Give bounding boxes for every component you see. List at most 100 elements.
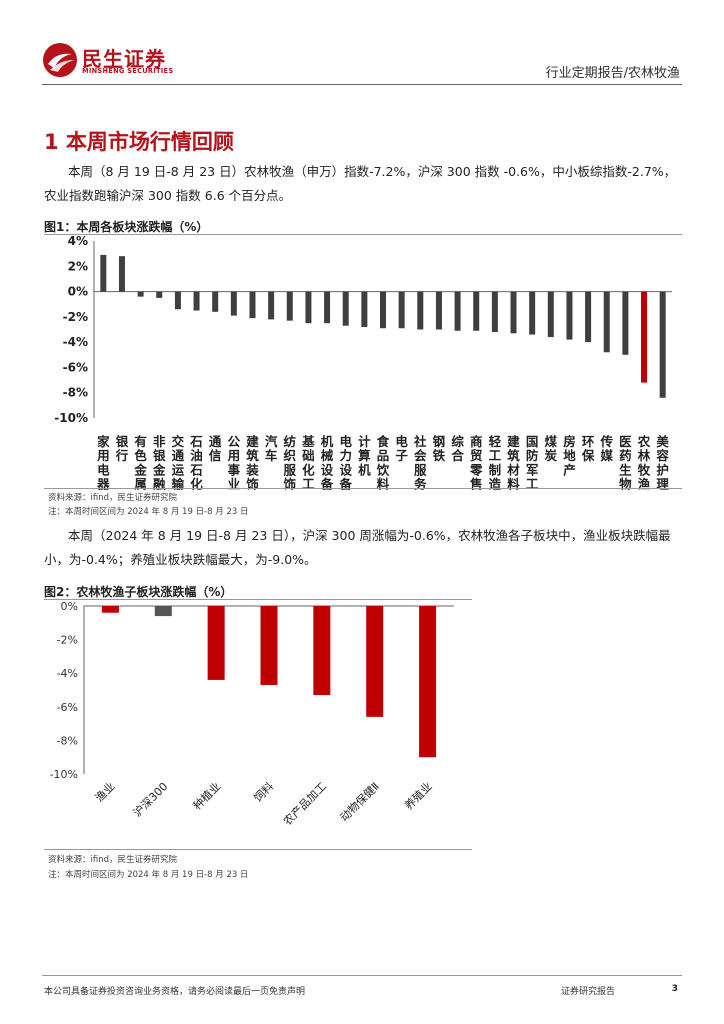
x-tick-label: 国防军工	[526, 434, 539, 490]
paragraph-subsector-summary: 本周（2024 年 8 月 19 日-8 月 23 日），沪深 300 周涨幅为…	[44, 528, 671, 567]
x-tick-label: 公用事业	[227, 434, 241, 490]
x-tick-label: 渔业	[93, 780, 118, 805]
bar	[286, 291, 293, 321]
bar	[174, 291, 181, 310]
sector-change-chart: 4% 2% 0% -2% -4% -6% -8% -10% 家用电器银行有色金属非银金融交通运输…	[54, 234, 672, 490]
x-tick-label: 建筑装饰	[245, 434, 259, 490]
x-tick-label: 汽车	[265, 434, 278, 463]
bar	[547, 291, 554, 338]
x-tick-label: 商贸零售	[469, 434, 483, 490]
x-tick-label: 美容护理	[655, 434, 669, 490]
bar	[313, 606, 331, 696]
bar	[230, 291, 237, 316]
footer-divider	[42, 975, 682, 976]
x-tick-label: 纺织服饰	[283, 434, 297, 490]
report-type: 行业定期报告/农林牧渔	[545, 66, 680, 81]
x-tick-label: 电子	[395, 434, 408, 463]
y-tick-label: -2%	[57, 634, 78, 647]
bar	[510, 291, 517, 334]
bar	[566, 291, 573, 340]
y-tick-label: -2%	[63, 310, 88, 324]
x-tick-label: 电力设备	[338, 434, 352, 490]
brand-name-en: MINSHENG SECURITIES	[82, 67, 174, 75]
bar	[380, 291, 386, 329]
bar	[491, 291, 498, 333]
x-tick-label: 种植业	[190, 779, 223, 812]
bar	[305, 291, 312, 324]
bar	[193, 291, 200, 311]
x-tick-label: 非银金融	[152, 434, 166, 490]
x-tick-label: 传媒	[599, 434, 613, 463]
bar	[137, 291, 144, 297]
x-tick-label: 计算机	[358, 434, 371, 477]
y-tick-label: 2%	[68, 259, 88, 273]
x-tick-label: 养殖业	[401, 779, 434, 812]
bar	[529, 291, 536, 335]
x-tick-label: 石油石化	[189, 434, 203, 490]
y-tick-label: 0%	[61, 600, 78, 613]
figure1-title-rule	[44, 234, 682, 235]
bar	[398, 291, 405, 329]
figure2-title-rule	[44, 599, 472, 600]
bar	[435, 291, 442, 330]
figure2-bottom-rule	[44, 849, 472, 850]
x-tick-label: 机械设备	[320, 434, 334, 490]
figure2-note: 注：本周时间区间为 2024 年 8 月 19 日-8 月 23 日	[48, 870, 249, 880]
y-tick-label: 4%	[68, 234, 88, 248]
x-tick-label: 基础化工	[301, 434, 315, 490]
y-tick-label: -4%	[63, 335, 88, 349]
brand-name-cn: 民生证券	[82, 47, 166, 71]
bar	[419, 606, 437, 758]
x-tick-label: 有色金属	[133, 434, 147, 490]
bar	[417, 291, 424, 330]
bar	[268, 291, 275, 320]
bar	[454, 291, 461, 331]
bar	[473, 291, 480, 331]
footer-disclaimer: 本公司具备证券投资咨询业务资格，请务必阅读最后一页免责声明	[44, 987, 306, 997]
x-tick-label: 钢铁	[433, 434, 446, 463]
x-tick-label: 建筑材料	[506, 434, 520, 490]
bar	[101, 606, 119, 613]
x-tick-label: 环保	[581, 434, 595, 463]
bar	[154, 606, 172, 617]
bar	[260, 606, 278, 685]
figure1-note: 注：本周时间区间为 2024 年 8 月 19 日-8 月 23 日	[48, 507, 249, 517]
y-tick-label: -4%	[57, 667, 78, 680]
x-tick-label: 煤炭	[545, 434, 558, 463]
bar	[249, 291, 256, 319]
x-tick-label: 食品饮料	[376, 434, 390, 490]
bar	[342, 291, 349, 326]
x-tick-label: 轻工制造	[489, 434, 502, 490]
x-tick-label: 医药生物	[619, 434, 632, 490]
subsector-change-chart: 0% -2% -4% -6% -8% -10% 渔业 沪深300 种植业 饲料 农产品加工 动物保健Ⅱ…	[50, 600, 454, 828]
bar	[659, 291, 666, 398]
bar	[603, 291, 610, 353]
x-tick-label: 农林牧渔	[637, 434, 651, 490]
bar	[585, 291, 592, 343]
y-tick-label: -6%	[63, 360, 88, 374]
x-tick-label: 农产品加工	[280, 779, 329, 828]
bar	[100, 254, 107, 292]
page-number: 3	[671, 984, 678, 994]
footer-label: 证券研究报告	[561, 987, 616, 997]
y-tick-label: -8%	[57, 734, 78, 747]
x-tick-label: 饲料	[251, 779, 276, 804]
header-divider	[42, 84, 682, 85]
y-tick-label: -10%	[50, 768, 78, 781]
bar	[207, 606, 225, 680]
bar	[118, 256, 125, 292]
brand-logo-icon	[43, 43, 77, 77]
bar	[622, 291, 629, 355]
paragraph-weekly-summary: 本周（8 月 19 日-8 月 23 日）农林牧渔（申万）指数-7.2%，沪深 …	[44, 164, 677, 203]
x-tick-label: 社会服务	[413, 434, 427, 490]
y-tick-label: -10%	[54, 411, 88, 425]
bar	[641, 291, 648, 383]
bar	[212, 291, 219, 312]
figure1-bottom-rule	[44, 488, 682, 489]
x-tick-label: 动物保健Ⅱ	[337, 779, 382, 824]
bar	[366, 606, 384, 717]
figure1-source: 资料来源：ifind，民生证券研究院	[48, 493, 177, 503]
figure2-source: 资料来源：ifind，民生证券研究院	[48, 855, 177, 865]
y-tick-label: 0%	[68, 285, 88, 299]
x-tick-label: 沪深300	[130, 779, 170, 819]
